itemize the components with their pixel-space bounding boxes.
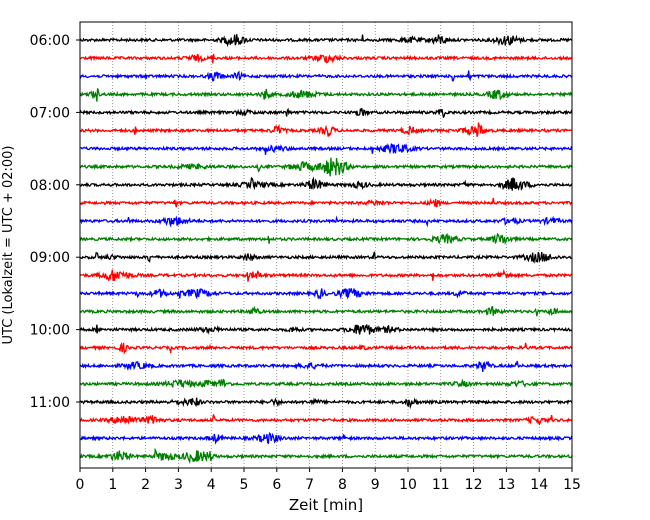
y-tick-label: 06:00	[30, 33, 70, 49]
x-tick-label: 12	[465, 477, 483, 493]
trace-09:15	[79, 268, 573, 282]
y-axis-label: UTC (Lokalzeit = UTC + 02:00)	[1, 146, 16, 345]
trace-08:00	[79, 176, 573, 191]
x-tick-label: 6	[272, 477, 281, 493]
x-tick-label: 14	[530, 477, 548, 493]
x-tick-label: 11	[432, 477, 450, 493]
trace-07:30	[79, 143, 573, 155]
trace-07:00	[79, 107, 573, 119]
trace-10:00	[79, 324, 573, 335]
y-tick-label: 10:00	[30, 323, 70, 339]
trace-08:30	[79, 215, 573, 228]
trace-09:30	[79, 288, 573, 300]
trace-10:15	[79, 342, 573, 355]
x-tick-label: 2	[141, 477, 150, 493]
trace-08:45	[79, 232, 573, 245]
x-tick-label: 9	[371, 477, 380, 493]
trace-11:15	[79, 414, 573, 426]
x-tick-label: 13	[497, 477, 515, 493]
x-tick-label: 0	[76, 477, 85, 493]
y-tick-label: 11:00	[30, 395, 70, 411]
trace-06:45	[79, 88, 573, 102]
trace-09:00	[79, 251, 573, 264]
x-tick-label: 8	[338, 477, 347, 493]
trace-10:45	[79, 378, 573, 389]
y-tick-label: 08:00	[30, 178, 70, 194]
x-tick-label: 7	[305, 477, 314, 493]
trace-06:30	[79, 70, 573, 82]
trace-09:45	[79, 305, 573, 317]
x-tick-label: 4	[207, 477, 216, 493]
seismogram-traces	[79, 34, 573, 465]
vertical-grid	[112, 22, 540, 468]
x-tick-label: 5	[240, 477, 249, 493]
plot-frame	[79, 21, 573, 469]
x-axis-ticks: 0 1 2 3 4 5 6 7 8 9 10 11 12 13 14 15	[76, 468, 581, 493]
trace-06:15	[79, 53, 573, 64]
y-axis-ticks: 06:00 07:00 08:00 09:00 10:00 11:00	[30, 33, 80, 411]
y-tick-label: 07:00	[30, 105, 70, 121]
x-tick-label: 15	[563, 477, 581, 493]
y-tick-label: 09:00	[30, 250, 70, 266]
trace-10:30	[79, 360, 573, 373]
trace-07:45	[79, 157, 573, 177]
trace-07:15	[79, 122, 573, 137]
x-tick-label: 10	[399, 477, 417, 493]
x-tick-label: 1	[108, 477, 117, 493]
trace-11:30	[79, 431, 573, 445]
trace-11:45	[79, 447, 573, 465]
trace-08:15	[79, 197, 573, 208]
x-axis-label: Zeit [min]	[289, 496, 363, 514]
trace-11:00	[79, 397, 573, 410]
x-tick-label: 3	[174, 477, 183, 493]
trace-06:00	[79, 34, 573, 48]
